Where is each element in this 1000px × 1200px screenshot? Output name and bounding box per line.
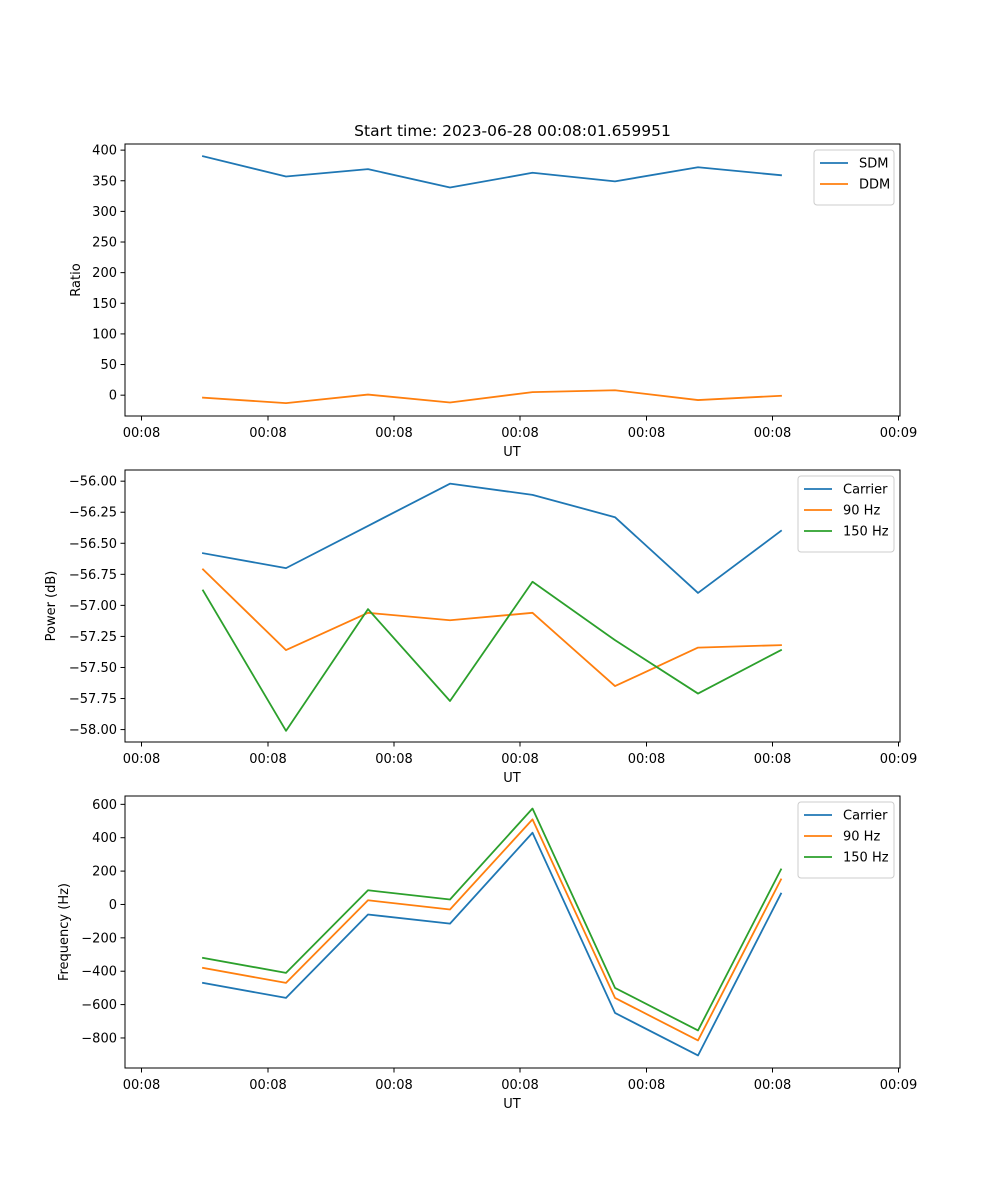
y-tick-label: −56.00 (69, 475, 117, 490)
y-tick-label: −58.00 (69, 723, 117, 738)
y-tick-label: 350 (92, 174, 117, 189)
y-tick-label: −57.25 (69, 630, 117, 645)
legend-box (797, 801, 895, 879)
y-tick-label: −56.25 (69, 506, 117, 521)
x-tick-label: 00:08 (375, 752, 412, 767)
legend-label: 90 Hz (843, 504, 880, 519)
series-line-90-hz (201, 568, 782, 688)
legend: Carrier 90 Hz 150 Hz (797, 475, 895, 553)
y-tick-label: 150 (92, 297, 117, 312)
y-axis-label: Frequency (Hz) (57, 883, 72, 981)
y-tick-label: 400 (92, 831, 117, 846)
y-tick-label: 100 (92, 327, 117, 342)
series-line-carrier (201, 831, 783, 1057)
x-tick-label: 00:08 (628, 752, 665, 767)
y-tick-label: −57.75 (69, 692, 117, 707)
y-tick-label: −56.50 (69, 537, 117, 552)
y-tick-label: −57.00 (69, 599, 117, 614)
figure-title: Start time: 2023-06-28 00:08:01.659951 (354, 122, 671, 140)
y-tick-label: −56.75 (69, 568, 117, 583)
x-tick-label: 00:08 (375, 1078, 412, 1093)
x-tick-label: 00:08 (754, 752, 791, 767)
x-axis-label: UT (503, 771, 521, 786)
x-tick-label: 00:08 (123, 1078, 160, 1093)
legend-label: Carrier (843, 809, 888, 824)
y-tick-label: 400 (92, 144, 117, 159)
legend-label: 90 Hz (843, 830, 880, 845)
x-tick-label: 00:08 (123, 752, 160, 767)
y-tick-label: −200 (81, 931, 117, 946)
subplots: 00:08 00:08 00:08 00:08 00:08 00:08 00:09 0 50 10… (44, 143, 917, 1112)
subplot-1: 00:08 00:08 00:08 00:08 00:08 00:08 00:09 0 50 10… (69, 143, 917, 460)
y-axis-label: Ratio (69, 263, 84, 296)
subplot-2: 00:08 00:08 00:08 00:08 00:08 00:08 00:09 −58.0… (44, 469, 917, 786)
y-tick-label: 0 (109, 898, 117, 913)
axes-frame (124, 795, 901, 1069)
y-tick-label: −57.50 (69, 661, 117, 676)
axes-frame (124, 143, 901, 417)
y-tick-label: 200 (92, 266, 117, 281)
x-axis-label: UT (503, 445, 521, 460)
x-tick-label: 00:08 (754, 426, 791, 441)
x-tick-label: 00:09 (880, 1078, 917, 1093)
legend: Carrier 90 Hz 150 Hz (797, 801, 895, 879)
y-tick-label: −600 (81, 998, 117, 1013)
subplot-3: 00:08 00:08 00:08 00:08 00:08 00:08 00:09 −800 −… (57, 795, 917, 1112)
y-tick-label: −400 (81, 965, 117, 980)
series-line-ddm (202, 389, 782, 405)
x-tick-label: 00:08 (501, 426, 538, 441)
y-tick-label: −800 (81, 1031, 117, 1046)
x-axis-label: UT (503, 1097, 521, 1112)
y-tick-label: 300 (92, 205, 117, 220)
y-tick-label: 250 (92, 236, 117, 251)
y-tick-label: 50 (100, 358, 117, 373)
x-tick-label: 00:08 (628, 426, 665, 441)
legend: SDM DDM (813, 149, 895, 206)
legend-label: 150 Hz (843, 525, 889, 540)
x-tick-label: 00:08 (375, 426, 412, 441)
x-tick-label: 00:08 (249, 752, 286, 767)
x-tick-label: 00:08 (123, 426, 160, 441)
x-tick-label: 00:08 (628, 1078, 665, 1093)
legend-label: Carrier (843, 483, 888, 498)
y-tick-label: 200 (92, 865, 117, 880)
series-line-sdm (201, 155, 782, 189)
legend-label: SDM (859, 157, 888, 172)
x-tick-label: 00:08 (249, 426, 286, 441)
x-tick-label: 00:09 (880, 426, 917, 441)
x-tick-label: 00:08 (754, 1078, 791, 1093)
x-tick-label: 00:08 (501, 1078, 538, 1093)
series-line-150-hz (201, 580, 783, 732)
series-line-150-hz (201, 807, 783, 1032)
x-tick-label: 00:09 (880, 752, 917, 767)
legend-label: DDM (859, 178, 890, 193)
axes-frame (124, 469, 901, 743)
series-line-90-hz (201, 818, 783, 1042)
y-axis-label: Power (dB) (44, 571, 59, 642)
legend-box (797, 475, 895, 553)
y-tick-label: 600 (92, 798, 117, 813)
legend-label: 150 Hz (843, 851, 889, 866)
series-line-carrier (201, 482, 783, 594)
x-tick-label: 00:08 (249, 1078, 286, 1093)
x-tick-label: 00:08 (501, 752, 538, 767)
y-tick-label: 0 (109, 389, 117, 404)
